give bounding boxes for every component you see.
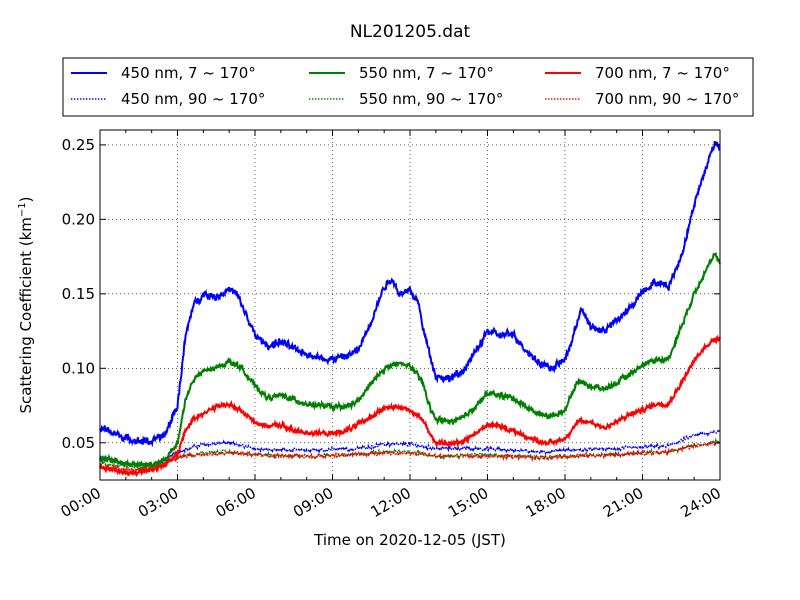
x-tick-label: 00:00 (58, 484, 104, 521)
x-tick-label: 12:00 (368, 484, 414, 521)
x-tick-label: 03:00 (135, 484, 181, 521)
x-tick-label: 15:00 (445, 484, 491, 521)
series-line-0 (99, 140, 721, 448)
legend-label: 550 nm, 7 ~ 170° (359, 64, 494, 82)
chart-title: NL201205.dat (350, 22, 471, 42)
x-tick-label: 09:00 (290, 484, 336, 521)
legend-label: 550 nm, 90 ~ 170° (359, 90, 503, 108)
y-axis: 0.05 0.10 0.15 0.20 0.25 (62, 136, 720, 452)
x-axis-label: Time on 2020-12-05 (JST) (313, 531, 506, 549)
y-tick-label: 0.20 (62, 210, 95, 228)
series-layer (99, 140, 721, 478)
x-tick-label: 18:00 (523, 484, 569, 521)
series-line-2 (99, 251, 721, 469)
plot-border (99, 129, 721, 481)
y-tick-label: 0.05 (62, 434, 95, 452)
y-axis-label-main: Scattering Coefficient (km (17, 217, 35, 413)
series-line-4 (99, 334, 721, 478)
series-line-5 (99, 439, 721, 474)
legend-label: 450 nm, 7 ~ 170° (121, 64, 256, 82)
y-axis-label-exponent: −1 (17, 202, 28, 217)
legend: 450 nm, 7 ~ 170° 450 nm, 90 ~ 170° 550 nm,… (62, 57, 754, 117)
x-tick-label: 24:00 (678, 484, 724, 521)
x-tick-label: 21:00 (600, 484, 646, 521)
legend-label: 450 nm, 90 ~ 170° (121, 90, 265, 108)
x-tick-label: 06:00 (213, 484, 259, 521)
y-tick-label: 0.25 (62, 136, 95, 154)
series-line-1 (99, 427, 721, 469)
legend-label: 700 nm, 7 ~ 170° (595, 64, 730, 82)
legend-label: 700 nm, 90 ~ 170° (595, 90, 739, 108)
y-tick-label: 0.10 (62, 359, 95, 377)
y-tick-label: 0.15 (62, 285, 95, 303)
y-axis-label: Scattering Coefficient (km−1) (17, 196, 35, 413)
grid (100, 130, 720, 480)
legend-box (62, 57, 754, 117)
y-axis-label-close: ) (17, 196, 35, 202)
